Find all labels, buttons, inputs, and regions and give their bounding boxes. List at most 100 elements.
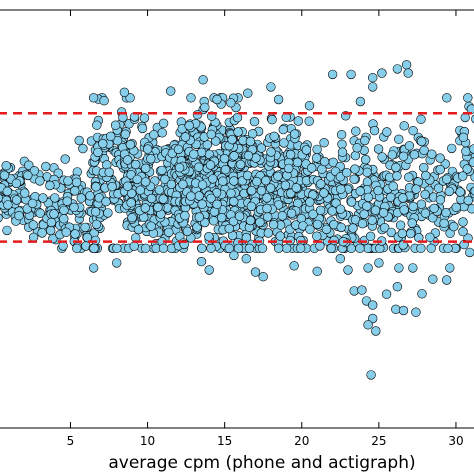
data-point	[315, 205, 326, 216]
data-point	[182, 226, 193, 237]
data-point	[112, 136, 123, 146]
data-point	[377, 152, 387, 162]
data-point	[428, 213, 438, 223]
data-point	[451, 202, 461, 213]
data-point	[362, 167, 372, 178]
data-point	[327, 69, 338, 80]
data-point	[27, 198, 38, 209]
data-point	[92, 120, 102, 130]
data-point	[326, 243, 336, 254]
data-point	[308, 209, 318, 219]
data-point	[458, 217, 468, 227]
data-point	[11, 195, 22, 205]
data-point	[458, 171, 468, 181]
data-point	[233, 127, 243, 137]
data-point	[337, 139, 347, 150]
data-point	[398, 193, 408, 203]
data-point	[233, 243, 244, 254]
data-point	[355, 243, 365, 254]
data-point	[196, 256, 207, 267]
data-point	[105, 131, 116, 142]
data-point	[307, 163, 317, 173]
data-point	[245, 215, 256, 226]
data-point	[45, 225, 56, 236]
data-point	[335, 254, 345, 264]
data-point	[404, 172, 414, 182]
data-point	[14, 211, 24, 221]
data-point	[261, 175, 271, 186]
data-point	[229, 250, 239, 261]
x-axis-label: average cpm (phone and actigraph)	[108, 453, 415, 473]
data-point	[88, 93, 99, 103]
data-point	[368, 300, 378, 310]
data-point	[205, 160, 216, 170]
data-point	[178, 179, 188, 190]
data-point	[184, 120, 194, 131]
data-point	[212, 94, 222, 105]
data-point	[226, 98, 236, 108]
data-point	[471, 114, 474, 124]
data-point	[2, 186, 13, 197]
data-point	[419, 162, 429, 173]
data-point	[411, 184, 421, 194]
data-point	[166, 86, 176, 96]
data-point	[443, 243, 453, 254]
data-point	[465, 247, 474, 258]
data-point	[112, 243, 122, 254]
axes	[0, 9, 474, 429]
data-point	[421, 170, 431, 181]
data-point	[429, 203, 439, 214]
data-point	[104, 167, 114, 178]
data-point	[243, 88, 253, 98]
data-point	[256, 143, 267, 153]
data-point	[82, 232, 93, 243]
data-point	[227, 134, 237, 145]
data-point	[387, 150, 397, 160]
data-point	[59, 214, 69, 224]
data-point	[211, 136, 221, 146]
data-point	[425, 232, 435, 243]
x-ticks: 5 10 15 20 25 30	[67, 10, 464, 448]
data-point	[140, 177, 151, 187]
data-point	[135, 185, 146, 195]
data-point	[408, 125, 418, 136]
data-point	[319, 156, 330, 167]
data-point	[243, 150, 254, 161]
scatter-points	[0, 60, 474, 380]
data-point	[273, 94, 284, 105]
data-point	[352, 143, 362, 153]
data-point	[192, 110, 203, 120]
data-point	[327, 206, 337, 216]
data-point	[88, 263, 99, 273]
data-point	[24, 160, 34, 170]
data-point	[157, 128, 167, 138]
data-point	[197, 199, 207, 209]
data-point	[409, 150, 420, 160]
data-point	[417, 136, 427, 147]
data-point	[266, 82, 276, 92]
data-point	[219, 153, 230, 164]
data-point	[342, 168, 352, 178]
data-point	[399, 121, 409, 131]
data-point	[218, 176, 228, 186]
data-point	[37, 228, 47, 238]
data-point	[258, 272, 268, 282]
data-point	[229, 151, 239, 161]
data-point	[360, 135, 370, 146]
data-point	[50, 193, 60, 203]
data-point	[153, 202, 163, 213]
data-point	[367, 215, 377, 226]
data-point	[154, 185, 165, 195]
data-point	[316, 179, 326, 189]
data-point	[321, 224, 332, 235]
data-point	[351, 126, 361, 136]
data-point	[206, 193, 216, 204]
data-point	[226, 188, 236, 199]
data-point	[305, 197, 315, 207]
data-point	[220, 165, 231, 175]
data-point	[1, 161, 11, 171]
data-point	[369, 125, 380, 136]
data-point	[122, 181, 133, 191]
data-point	[285, 149, 296, 160]
